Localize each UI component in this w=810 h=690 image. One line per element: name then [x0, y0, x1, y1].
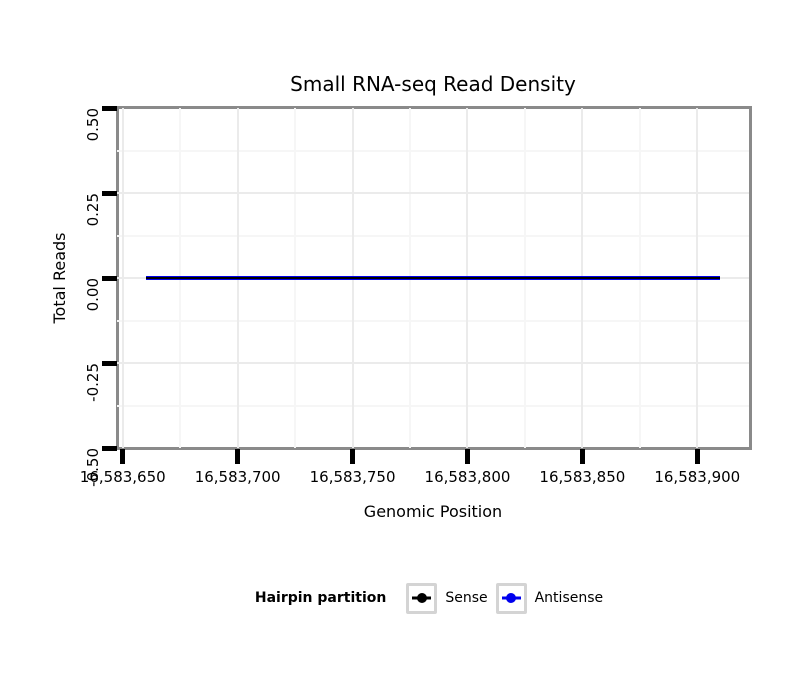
legend-key-antisense: Antisense [495, 582, 612, 614]
x-axis-tick [350, 449, 356, 464]
gridline-minor [117, 234, 749, 237]
x-axis-tick [694, 449, 700, 464]
series-line-sense [145, 277, 721, 279]
x-axis-tick [464, 449, 470, 464]
x-tick-label: 16,583,750 [309, 468, 396, 486]
y-tick-label: 0.50 [84, 108, 102, 142]
y-axis-tick [102, 275, 117, 281]
y-axis-tick [102, 105, 117, 111]
sense-line-swatch [406, 582, 438, 614]
antisense-line-swatch [495, 582, 527, 614]
legend-key-sense: Sense [406, 582, 495, 614]
gridline-major [117, 192, 749, 194]
legend-label-sense: Sense [445, 590, 488, 606]
y-tick-label: -0.50 [84, 448, 102, 487]
x-tick-label: 16,583,650 [79, 468, 166, 486]
y-tick-label: 0.25 [84, 193, 102, 227]
legend: Hairpin partition Sense Antisense [117, 582, 749, 614]
x-tick-label: 16,583,800 [424, 468, 511, 486]
y-tick-label: 0.00 [84, 278, 102, 312]
x-tick-label: 16,583,850 [539, 468, 626, 486]
x-axis-title: Genomic Position [363, 502, 503, 521]
chart-title: Small RNA-seq Read Density [290, 72, 576, 96]
legend-title: Hairpin partition [254, 590, 387, 606]
x-axis-tick [579, 449, 585, 464]
antisense-dot-icon [506, 593, 517, 603]
y-axis-tick [102, 190, 117, 196]
sense-dot-icon [416, 593, 427, 603]
gridline-minor [117, 149, 749, 152]
y-axis-tick [102, 360, 117, 366]
y-tick-label: -0.25 [84, 363, 102, 402]
legend-label-antisense: Antisense [534, 590, 604, 606]
x-axis-tick [235, 449, 241, 464]
gridline-minor [117, 319, 749, 322]
x-tick-label: 16,583,700 [194, 468, 281, 486]
y-axis-tick [102, 445, 117, 451]
gridline-major [117, 362, 749, 364]
x-tick-label: 16,583,900 [654, 468, 741, 486]
y-axis-title: Total Reads [50, 232, 69, 324]
gridline-minor [117, 404, 749, 407]
x-axis-tick [120, 449, 126, 464]
